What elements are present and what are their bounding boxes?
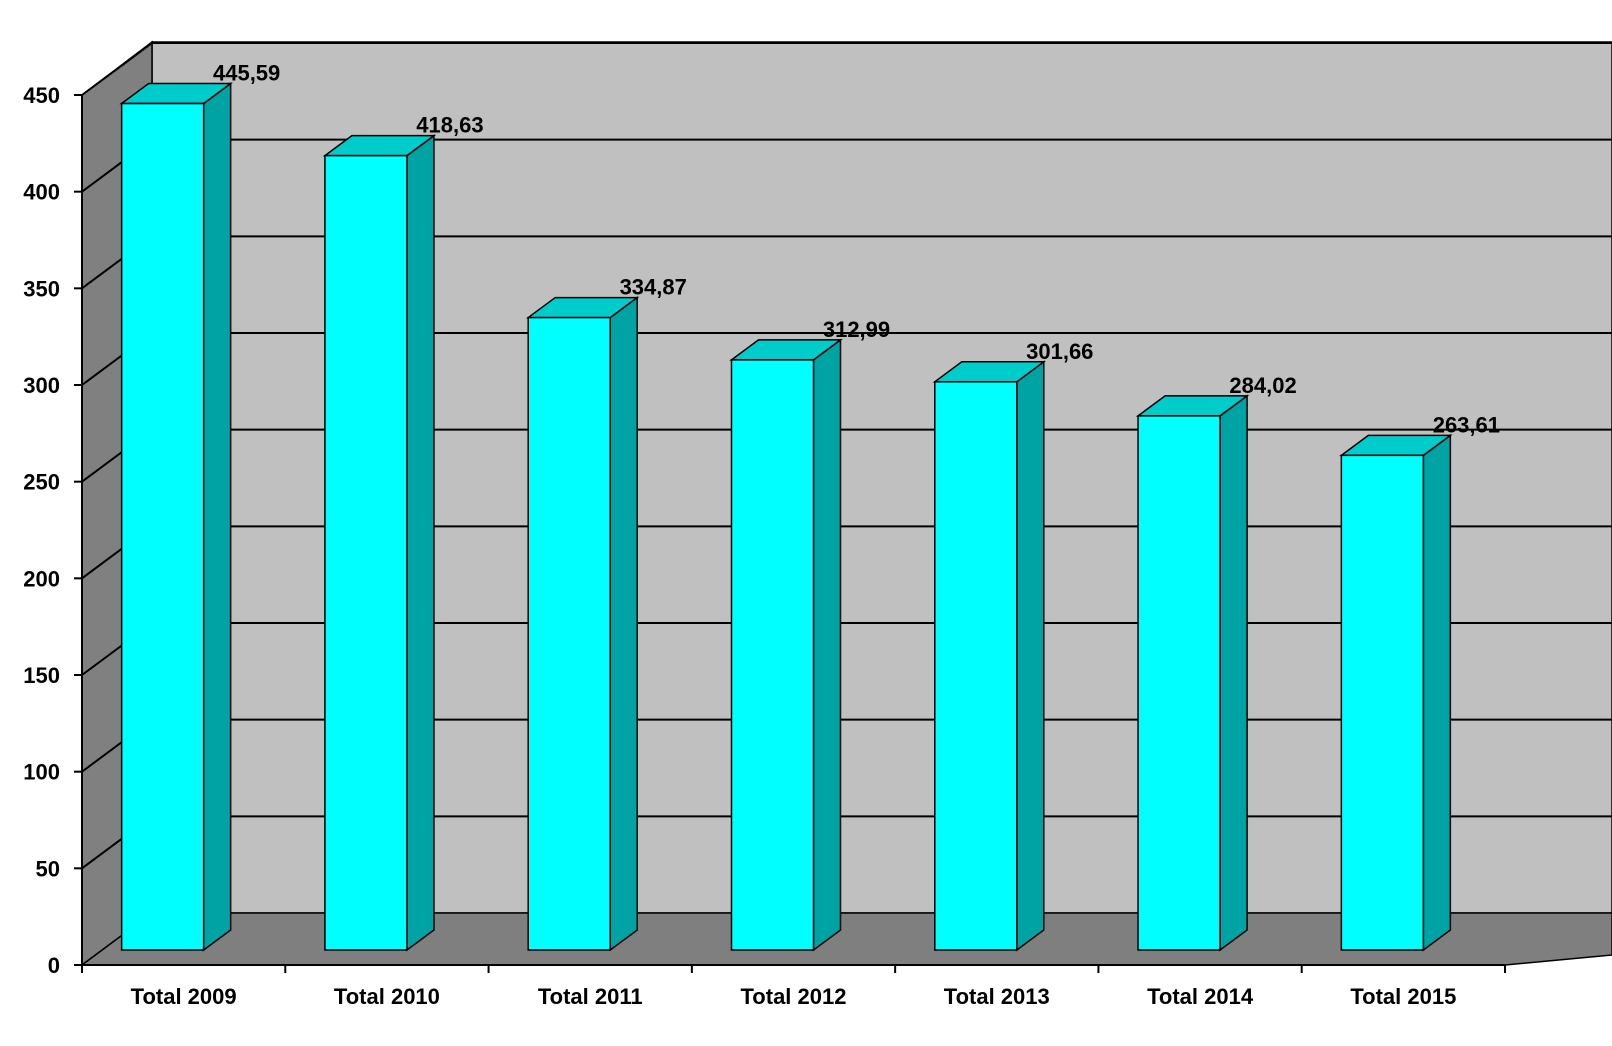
bar-group	[932, 360, 1047, 952]
y-tick-label: 150	[23, 663, 60, 688]
data-label: 312,99	[823, 317, 890, 342]
bar-side	[609, 296, 638, 952]
data-label: 418,63	[416, 113, 483, 138]
bar-group	[1135, 394, 1250, 952]
data-label: 284,02	[1229, 373, 1296, 398]
y-tick-label: 350	[23, 276, 60, 301]
bar-side	[812, 338, 842, 952]
x-tick-label: Total 2011	[538, 984, 643, 1009]
bar	[1137, 415, 1221, 951]
bar	[324, 154, 408, 951]
bar	[527, 316, 611, 951]
bar-side	[1219, 394, 1248, 952]
bar	[730, 359, 815, 951]
bar-side	[1422, 433, 1452, 952]
bar-group	[322, 134, 437, 952]
bar-group	[729, 338, 843, 952]
y-tick-label: 0	[48, 953, 60, 978]
bar-group	[525, 296, 640, 952]
y-tick-label: 300	[23, 373, 60, 398]
data-label: 301,66	[1026, 339, 1093, 364]
x-tick-label: Total 2010	[334, 984, 440, 1009]
y-tick-label: 250	[23, 470, 60, 495]
y-tick-label: 450	[23, 83, 60, 108]
bar-side	[406, 134, 435, 952]
x-tick-label: Total 2009	[131, 984, 237, 1009]
bar	[120, 102, 205, 951]
x-tick-label: Total 2014	[1147, 984, 1254, 1009]
bar-side	[1016, 360, 1045, 952]
data-label: 263,61	[1433, 412, 1500, 437]
y-tick-label: 50	[36, 856, 60, 881]
bar	[934, 381, 1018, 951]
bar-group	[119, 82, 233, 952]
gridline-side	[81, 42, 153, 96]
y-tick-label: 200	[23, 566, 60, 591]
x-tick-label: Total 2015	[1350, 984, 1456, 1009]
data-label: 445,59	[213, 61, 280, 86]
bar-group	[1339, 433, 1453, 952]
x-tick-label: Total 2012	[741, 984, 847, 1009]
bar-side	[202, 82, 232, 952]
x-tick-label: Total 2013	[944, 984, 1050, 1009]
y-tick-label: 100	[23, 760, 60, 785]
y-tick-label: 400	[23, 180, 60, 205]
data-label: 334,87	[620, 275, 687, 300]
bar	[1340, 454, 1425, 951]
